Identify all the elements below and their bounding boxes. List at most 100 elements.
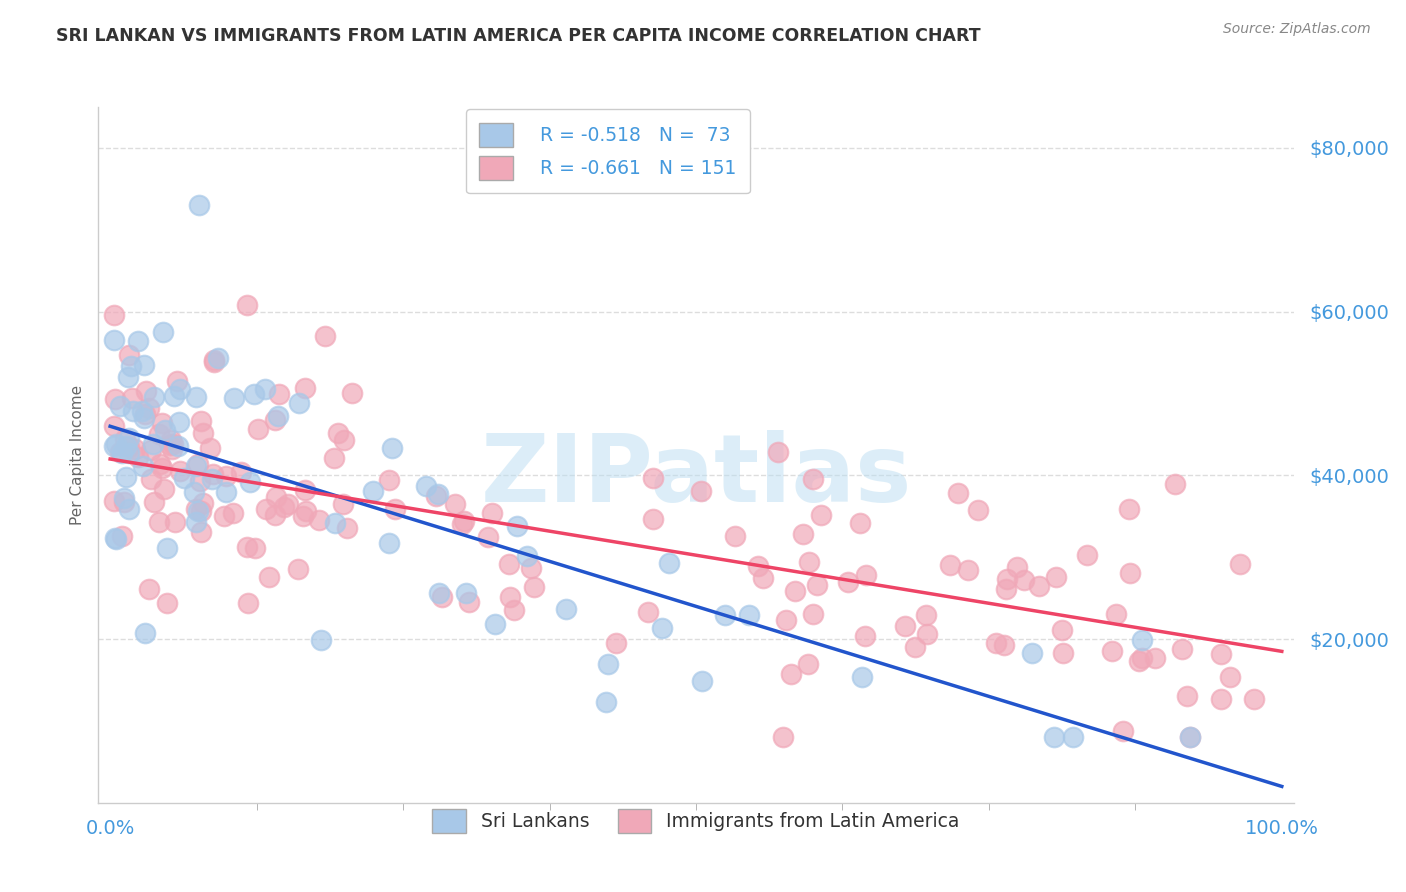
Point [118, 501, 141, 516]
Point [121, 404, 143, 418]
Point [202, 355, 225, 369]
Point [112, 491, 135, 506]
Point [202, 352, 225, 367]
Point [148, 426, 170, 441]
Point [443, 497, 465, 511]
Point [143, 495, 166, 509]
Point [214, 469, 236, 483]
Point [454, 585, 477, 599]
Point [1021, 646, 1043, 660]
Point [111, 446, 134, 460]
Point [200, 441, 222, 455]
Point [314, 328, 336, 343]
Point [277, 497, 299, 511]
Point [1229, 558, 1251, 572]
Point [458, 595, 481, 609]
Point [264, 490, 287, 504]
Point [103, 439, 125, 453]
Point [169, 382, 191, 396]
Point [142, 437, 165, 451]
Point [254, 502, 277, 516]
Point [1128, 654, 1150, 668]
Point [103, 418, 125, 433]
Point [1219, 670, 1241, 684]
Point [138, 582, 160, 597]
Point [184, 501, 207, 516]
Point [114, 433, 136, 447]
Point [188, 474, 211, 488]
Point [190, 414, 212, 428]
Point [190, 524, 212, 539]
Point [1209, 691, 1232, 706]
Point [235, 297, 257, 311]
Point [1112, 723, 1135, 738]
Point [138, 401, 160, 415]
Point [849, 516, 872, 531]
Point [201, 472, 224, 486]
Point [294, 381, 316, 395]
Point [505, 519, 527, 533]
Point [1076, 548, 1098, 562]
Point [264, 413, 287, 427]
Point [956, 563, 979, 577]
Point [1012, 573, 1035, 587]
Point [425, 489, 447, 503]
Point [643, 471, 665, 485]
Point [737, 607, 759, 622]
Point [308, 513, 330, 527]
Point [323, 450, 346, 465]
Point [193, 496, 215, 510]
Point [108, 399, 131, 413]
Point [127, 334, 149, 348]
Point [1211, 648, 1233, 662]
Point [766, 445, 789, 459]
Point [1178, 731, 1201, 745]
Point [853, 629, 876, 643]
Point [855, 568, 877, 582]
Point [481, 506, 503, 520]
Point [134, 358, 156, 372]
Point [222, 392, 245, 406]
Point [243, 386, 266, 401]
Point [207, 351, 229, 366]
Point [554, 601, 576, 615]
Point [118, 348, 141, 362]
Point [415, 479, 437, 493]
Point [134, 407, 156, 421]
Point [598, 657, 620, 672]
Text: ZIPatlas: ZIPatlas [481, 430, 911, 522]
Point [1243, 691, 1265, 706]
Point [361, 484, 384, 499]
Point [1171, 641, 1194, 656]
Point [295, 504, 318, 518]
Point [257, 570, 280, 584]
Point [747, 559, 769, 574]
Point [503, 603, 526, 617]
Point [1130, 651, 1153, 665]
Point [1178, 731, 1201, 745]
Point [477, 530, 499, 544]
Point [1042, 731, 1064, 745]
Point [247, 422, 270, 436]
Point [336, 521, 359, 535]
Point [152, 326, 174, 340]
Point [163, 389, 186, 403]
Point [595, 695, 617, 709]
Point [1101, 644, 1123, 658]
Point [994, 582, 1017, 596]
Point [1005, 559, 1028, 574]
Point [186, 458, 208, 473]
Point [523, 580, 546, 594]
Point [103, 494, 125, 508]
Point [432, 590, 454, 604]
Point [153, 423, 176, 437]
Point [1052, 646, 1074, 660]
Point [294, 483, 316, 497]
Point [1130, 633, 1153, 648]
Point [148, 515, 170, 529]
Point [938, 558, 960, 572]
Point [658, 556, 681, 570]
Point [222, 506, 245, 520]
Point [381, 441, 404, 455]
Point [134, 410, 156, 425]
